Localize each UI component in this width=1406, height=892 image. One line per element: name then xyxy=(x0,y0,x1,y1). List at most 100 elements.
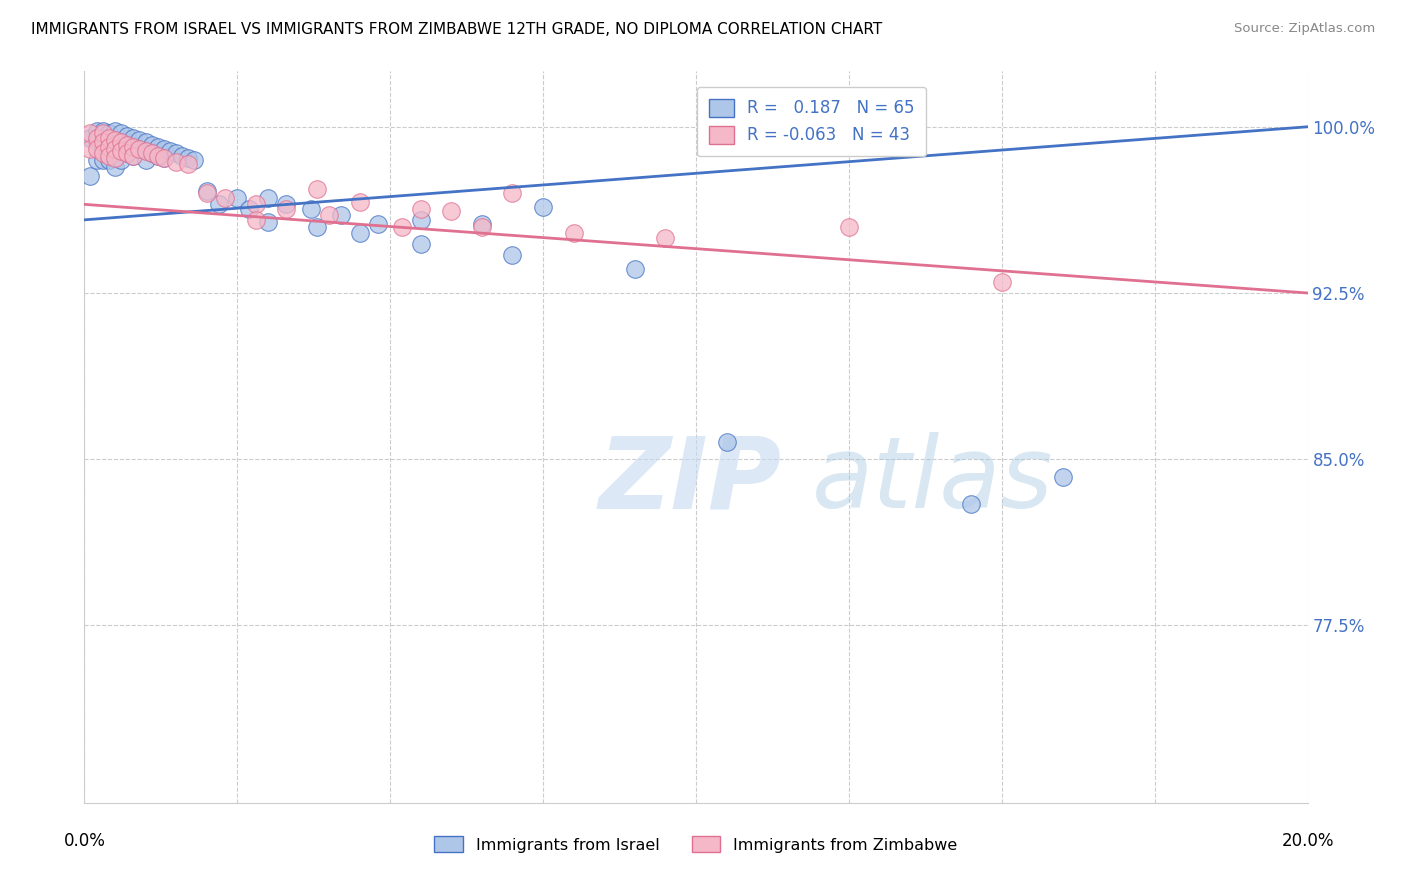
Point xyxy=(91,153,114,167)
Point xyxy=(86,153,108,167)
Point xyxy=(104,133,127,147)
Point xyxy=(86,124,108,138)
Point xyxy=(110,127,132,141)
Point xyxy=(128,142,150,156)
Point xyxy=(141,137,163,152)
Point xyxy=(299,202,322,216)
Point xyxy=(104,142,127,156)
Point xyxy=(159,144,181,158)
Point xyxy=(318,209,340,223)
Point xyxy=(991,275,1014,289)
Point xyxy=(115,137,138,152)
Point xyxy=(245,197,267,211)
Point xyxy=(502,186,524,201)
Point xyxy=(122,139,145,153)
Point xyxy=(115,146,138,161)
Point xyxy=(91,124,114,138)
Point xyxy=(502,248,524,262)
Point xyxy=(104,151,127,165)
Point xyxy=(97,131,120,145)
Point xyxy=(91,133,114,147)
Point xyxy=(97,139,120,153)
Point xyxy=(104,151,127,165)
Point xyxy=(79,131,101,145)
Point xyxy=(135,144,157,158)
Point xyxy=(195,186,218,201)
Point xyxy=(172,148,194,162)
Point xyxy=(208,197,231,211)
Point xyxy=(91,136,114,150)
Point xyxy=(177,151,200,165)
Point xyxy=(115,137,138,152)
Point xyxy=(135,136,157,150)
Point xyxy=(165,155,187,169)
Point xyxy=(195,184,218,198)
Point xyxy=(624,261,647,276)
Point xyxy=(654,230,676,244)
Text: Source: ZipAtlas.com: Source: ZipAtlas.com xyxy=(1234,22,1375,36)
Point xyxy=(153,151,176,165)
Point xyxy=(141,146,163,161)
Point xyxy=(97,127,120,141)
Point xyxy=(349,195,371,210)
Point xyxy=(440,204,463,219)
Point xyxy=(531,200,554,214)
Point xyxy=(562,226,585,240)
Point xyxy=(97,148,120,162)
Legend: Immigrants from Israel, Immigrants from Zimbabwe: Immigrants from Israel, Immigrants from … xyxy=(426,828,966,861)
Point xyxy=(146,139,169,153)
Point xyxy=(146,148,169,162)
Point xyxy=(86,136,108,150)
Point xyxy=(257,191,280,205)
Point xyxy=(91,146,114,161)
Point xyxy=(110,136,132,150)
Point xyxy=(409,237,432,252)
Point xyxy=(104,160,127,174)
Point xyxy=(183,153,205,167)
Point xyxy=(79,142,101,156)
Point xyxy=(110,144,132,158)
Point xyxy=(214,191,236,205)
Text: 0.0%: 0.0% xyxy=(63,832,105,850)
Point xyxy=(97,153,120,167)
Point xyxy=(79,169,101,183)
Point xyxy=(97,144,120,158)
Point xyxy=(104,133,127,147)
Point xyxy=(115,128,138,143)
Text: ZIP: ZIP xyxy=(598,433,782,530)
Text: 20.0%: 20.0% xyxy=(1281,832,1334,850)
Point xyxy=(276,197,298,211)
Point xyxy=(91,127,114,141)
Point xyxy=(391,219,413,234)
Point xyxy=(716,434,738,449)
Point xyxy=(122,139,145,153)
Point xyxy=(86,142,108,156)
Point xyxy=(146,148,169,162)
Point xyxy=(135,144,157,158)
Point xyxy=(104,124,127,138)
Point xyxy=(409,212,432,227)
Point xyxy=(110,153,132,167)
Point xyxy=(135,153,157,167)
Point xyxy=(257,215,280,229)
Point xyxy=(960,497,983,511)
Point xyxy=(115,146,138,161)
Point xyxy=(110,144,132,158)
Point xyxy=(367,217,389,231)
Point xyxy=(165,146,187,161)
Point xyxy=(471,217,494,231)
Point xyxy=(838,219,860,234)
Point xyxy=(79,127,101,141)
Point xyxy=(471,219,494,234)
Point xyxy=(141,146,163,161)
Point xyxy=(104,142,127,156)
Point xyxy=(349,226,371,240)
Point xyxy=(110,136,132,150)
Point xyxy=(305,219,328,234)
Point xyxy=(128,133,150,147)
Point xyxy=(153,142,176,156)
Text: IMMIGRANTS FROM ISRAEL VS IMMIGRANTS FROM ZIMBABWE 12TH GRADE, NO DIPLOMA CORREL: IMMIGRANTS FROM ISRAEL VS IMMIGRANTS FRO… xyxy=(31,22,882,37)
Point xyxy=(91,142,114,156)
Point xyxy=(177,157,200,171)
Point xyxy=(122,131,145,145)
